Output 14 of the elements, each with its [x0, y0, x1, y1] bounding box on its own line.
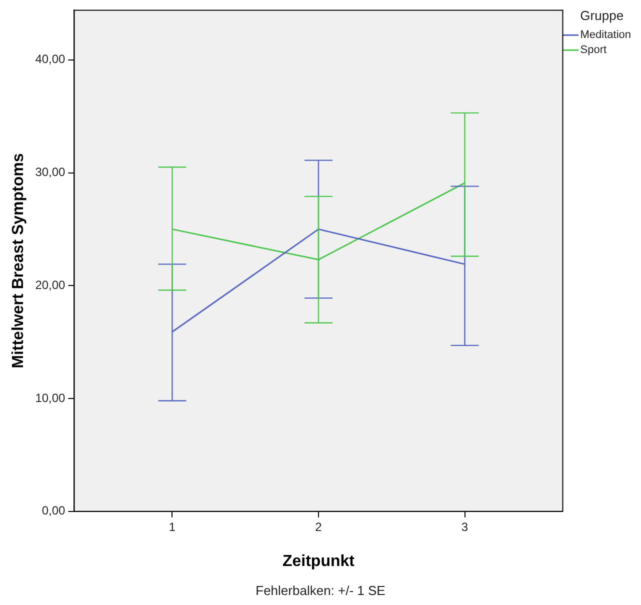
legend-label: Meditation — [580, 29, 632, 42]
legend-title: Gruppe — [580, 8, 624, 24]
y-axis-title: Mittelwert Breast Symptoms — [10, 153, 28, 368]
legend-label: Sport — [580, 44, 607, 56]
x-tick-label: 2 — [315, 520, 322, 534]
text: Fehlerbalken: +/- 1 SE — [254, 583, 386, 598]
y-tick-label: 0,00 — [42, 504, 66, 518]
y-tick-label: 10,00 — [35, 390, 66, 405]
x-axis-title: Zeitpunkt — [282, 552, 356, 570]
x-tick-label: 3 — [461, 520, 468, 534]
y-tick-label: 20,00 — [35, 278, 66, 292]
y-tick-label: 40,00 — [35, 52, 66, 66]
x-tick-label: 1 — [168, 520, 176, 534]
y-tick-label: 30,00 — [35, 165, 66, 180]
